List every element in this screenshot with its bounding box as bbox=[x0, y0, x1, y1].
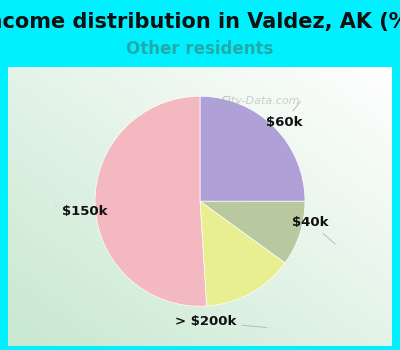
Text: $40k: $40k bbox=[292, 216, 335, 244]
Text: > $200k: > $200k bbox=[174, 315, 267, 329]
Text: Other residents: Other residents bbox=[126, 40, 274, 58]
Text: $60k: $60k bbox=[266, 102, 302, 129]
Text: Income distribution in Valdez, AK (%): Income distribution in Valdez, AK (%) bbox=[0, 12, 400, 32]
Wedge shape bbox=[200, 96, 305, 201]
Wedge shape bbox=[200, 201, 285, 306]
Text: City-Data.com: City-Data.com bbox=[221, 97, 300, 106]
Wedge shape bbox=[95, 96, 206, 306]
Text: ⓘ: ⓘ bbox=[222, 95, 230, 108]
Wedge shape bbox=[200, 201, 305, 263]
Text: $150k: $150k bbox=[56, 205, 107, 218]
